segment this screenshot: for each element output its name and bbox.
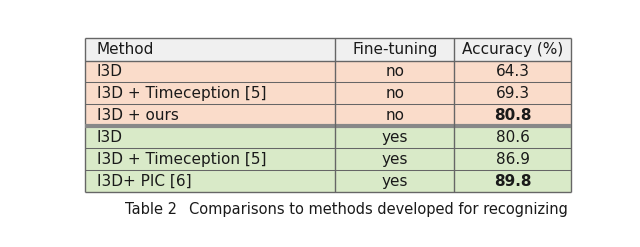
Text: 86.9: 86.9 — [496, 152, 530, 167]
Text: yes: yes — [381, 174, 408, 189]
Bar — [335, 38, 454, 61]
Bar — [335, 170, 454, 192]
Text: I3D + Timeception [5]: I3D + Timeception [5] — [97, 86, 266, 101]
Text: Table 2: Table 2 — [125, 202, 177, 217]
Text: 80.6: 80.6 — [496, 130, 530, 145]
Text: yes: yes — [381, 152, 408, 167]
Bar — [85, 61, 335, 82]
Text: Fine-tuning: Fine-tuning — [352, 42, 438, 57]
Text: I3D: I3D — [97, 64, 123, 79]
Bar — [85, 126, 335, 148]
Bar — [85, 104, 335, 126]
Text: I3D + Timeception [5]: I3D + Timeception [5] — [97, 152, 266, 167]
Text: I3D: I3D — [97, 130, 123, 145]
Bar — [335, 104, 454, 126]
Bar — [85, 170, 335, 192]
Bar — [335, 82, 454, 104]
Bar — [85, 82, 335, 104]
Text: no: no — [385, 108, 404, 123]
Bar — [454, 148, 571, 170]
Text: Comparisons to methods developed for recognizing: Comparisons to methods developed for rec… — [189, 202, 568, 217]
Text: 69.3: 69.3 — [495, 86, 530, 101]
Bar — [335, 61, 454, 82]
Bar — [454, 38, 571, 61]
Bar — [454, 170, 571, 192]
Bar — [454, 82, 571, 104]
Text: Method: Method — [97, 42, 154, 57]
Bar — [454, 61, 571, 82]
Text: 64.3: 64.3 — [496, 64, 530, 79]
Text: Accuracy (%): Accuracy (%) — [462, 42, 563, 57]
Text: 80.8: 80.8 — [494, 108, 531, 123]
Text: yes: yes — [381, 130, 408, 145]
Bar — [335, 126, 454, 148]
Text: 89.8: 89.8 — [494, 174, 531, 189]
Bar — [454, 126, 571, 148]
Text: no: no — [385, 86, 404, 101]
Text: I3D+ PIC [6]: I3D+ PIC [6] — [97, 174, 191, 189]
Text: no: no — [385, 64, 404, 79]
Bar — [335, 148, 454, 170]
Bar — [85, 38, 335, 61]
Bar — [85, 148, 335, 170]
Bar — [454, 104, 571, 126]
Text: I3D + ours: I3D + ours — [97, 108, 179, 123]
